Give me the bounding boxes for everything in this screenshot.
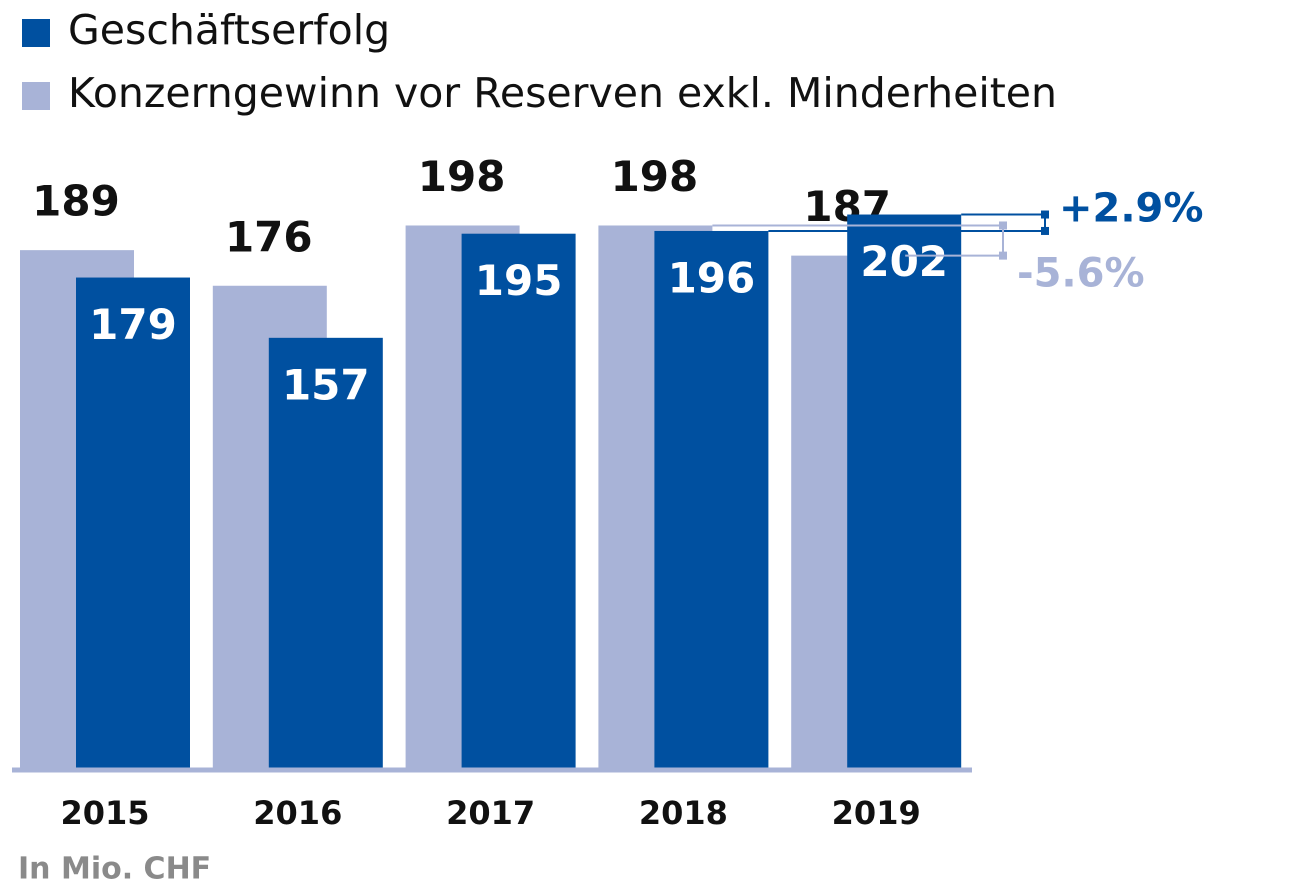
- legend-label: Geschäftserfolg: [68, 6, 390, 54]
- value-label: 195: [475, 256, 563, 305]
- x-tick-label: 2016: [253, 794, 342, 832]
- change-tick: [1041, 226, 1049, 235]
- bar: [76, 277, 190, 768]
- value-label: 198: [611, 152, 699, 201]
- value-label: 202: [860, 237, 948, 286]
- x-tick-label: 2015: [60, 794, 149, 832]
- x-tick-label: 2017: [446, 794, 535, 832]
- value-label: 196: [668, 253, 756, 302]
- legend-swatch: [22, 19, 50, 47]
- bar: [461, 233, 576, 768]
- change-annotation: +2.9%: [1059, 186, 1203, 232]
- x-tick-label: 2018: [639, 794, 728, 832]
- value-label: 198: [418, 152, 506, 201]
- x-tick-label: 2019: [832, 794, 921, 832]
- legend-label: Konzerngewinn vor Reserven exkl. Minderh…: [68, 69, 1057, 117]
- change-annotation: -5.6%: [1017, 250, 1145, 296]
- change-tick: [1041, 210, 1049, 219]
- bar: [654, 230, 769, 768]
- value-label: 189: [32, 177, 120, 226]
- value-label: 179: [89, 300, 177, 349]
- unit-note: In Mio. CHF: [18, 852, 211, 887]
- legend-swatch: [22, 82, 50, 110]
- bar: [847, 214, 962, 768]
- value-label: 176: [225, 212, 313, 261]
- change-tick: [999, 251, 1007, 260]
- change-tick: [999, 221, 1007, 230]
- bar: [268, 337, 383, 768]
- value-label: 157: [282, 360, 370, 409]
